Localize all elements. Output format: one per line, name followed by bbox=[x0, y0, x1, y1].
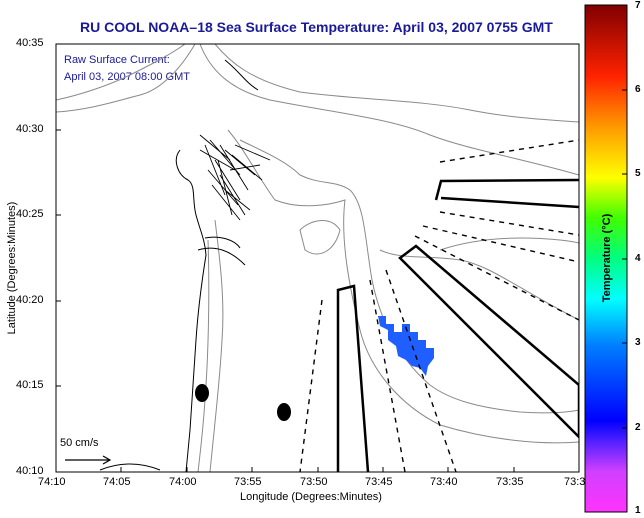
bathymetry-contours bbox=[56, 44, 579, 472]
sst-patch bbox=[378, 316, 434, 376]
xtick-label: 74:10 bbox=[38, 476, 66, 488]
ytick-label: 40:35 bbox=[16, 37, 44, 49]
xtick-label: 73:45 bbox=[365, 476, 393, 488]
coastline bbox=[99, 59, 259, 472]
colorbar-tick-label: 3 bbox=[635, 337, 641, 348]
colorbar-tick-label: 5 bbox=[635, 168, 641, 179]
station-marker bbox=[195, 384, 209, 402]
xtick-label: 73:40 bbox=[430, 476, 458, 488]
map-title: RU COOL NOAA–18 Sea Surface Temperature:… bbox=[80, 19, 553, 35]
colorbar-tick-label: 7 bbox=[635, 0, 641, 11]
xtick-label: 74:00 bbox=[169, 476, 197, 488]
ytick-label: 40:30 bbox=[16, 123, 44, 135]
y-axis-label: Latitude (Degrees:Minutes) bbox=[6, 201, 18, 335]
ytick-label: 40:15 bbox=[16, 379, 44, 391]
ytick-label: 40:10 bbox=[16, 465, 44, 477]
dashed-boundaries bbox=[299, 139, 579, 472]
xtick-label: 73:50 bbox=[300, 476, 328, 488]
current-annotation-line1: Raw Surface Current: bbox=[64, 54, 170, 66]
colorbar-tick-label: 6 bbox=[635, 84, 641, 95]
station-marker bbox=[277, 403, 291, 421]
colorbar-tick-label: 1 bbox=[635, 505, 641, 516]
colorbar-title: Temperature (°C) bbox=[601, 213, 613, 303]
scale-vector-label: 50 cm/s bbox=[60, 437, 99, 449]
xtick-label: 74:05 bbox=[103, 476, 131, 488]
xtick-label: 73:3 bbox=[564, 476, 586, 488]
colorbar-tick-label: 2 bbox=[635, 422, 641, 433]
ytick-label: 40:20 bbox=[16, 294, 44, 306]
shipping-lanes bbox=[336, 178, 579, 472]
x-axis-label: Longitude (Degrees:Minutes) bbox=[240, 491, 382, 503]
xtick-label: 73:55 bbox=[234, 476, 262, 488]
scale-vector-arrow bbox=[65, 455, 112, 465]
surface-current-vectors bbox=[199, 134, 271, 221]
colorbar-ticks bbox=[622, 4, 627, 513]
ytick-label: 40:25 bbox=[16, 208, 44, 220]
tick-marks bbox=[55, 43, 580, 473]
xtick-label: 73:35 bbox=[496, 476, 524, 488]
colorbar bbox=[584, 4, 628, 513]
colorbar-tick-label: 4 bbox=[635, 253, 641, 264]
